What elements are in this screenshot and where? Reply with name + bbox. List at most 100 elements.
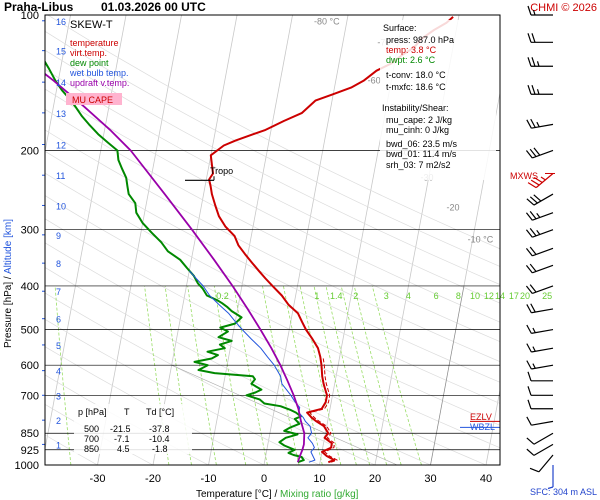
wind-barb-feather xyxy=(536,61,540,67)
mixing-ratio-label: 8 xyxy=(456,291,461,301)
wind-barb xyxy=(526,118,554,129)
wind-barb-feather xyxy=(529,246,537,255)
mixing-ratio-label: 1.4 xyxy=(330,291,343,301)
series-temperature-line xyxy=(208,16,454,464)
isotherm-line xyxy=(208,15,293,465)
table-header-t: T xyxy=(124,407,130,417)
altitude-tick-label: 2 xyxy=(56,416,61,426)
wind-barb-feather xyxy=(529,284,537,293)
wind-barb-feather xyxy=(527,386,532,396)
wind-barb xyxy=(527,57,553,67)
wind-barb xyxy=(527,371,553,382)
wbzl-label: WBZL xyxy=(470,422,495,432)
isotherm-label: -60 xyxy=(368,76,381,86)
wind-barb xyxy=(525,246,554,257)
wind-barb-feather xyxy=(536,121,540,128)
instability-mucape: mu_cape: 2 J/kg xyxy=(386,115,452,125)
surface-info: Surface: press: 987.0 hPa temp: 3.8 °C d… xyxy=(380,20,496,180)
legend-item-wet-bulb: wet bulb temp. xyxy=(69,68,129,78)
wind-barb-feather xyxy=(526,198,535,206)
y-axis-title-pressure: Pressure [hPa] xyxy=(3,282,14,348)
altitude-tick-label: 9 xyxy=(56,231,61,241)
wind-barb-feather xyxy=(530,179,540,186)
dry-adiabat-line xyxy=(45,49,500,285)
dry-adiabat-line xyxy=(45,68,500,304)
temperature-tick-label: -20 xyxy=(145,473,161,485)
x-axis-title-temperature: Temperature [°C] xyxy=(196,489,272,500)
surface-temp: temp: 3.8 °C xyxy=(386,45,437,55)
wind-barb-feather xyxy=(532,346,536,352)
wind-barb-feather xyxy=(536,89,540,95)
table-header-td: Td [°C] xyxy=(146,407,174,417)
wind-barb xyxy=(527,33,553,43)
wind-barb xyxy=(526,416,554,426)
wind-barb-feather xyxy=(526,416,532,426)
pressure-tick-label: 100 xyxy=(21,10,39,22)
mixing-ratio-label: 17 xyxy=(509,291,519,301)
isotherm-label: -80 °C xyxy=(314,17,340,27)
wind-barb xyxy=(526,324,554,334)
altitude-tick-label: 12 xyxy=(56,141,66,151)
altitude-tick-label: 14 xyxy=(56,78,66,88)
y-axis-title: Pressure [hPa] / Altitude [km] xyxy=(3,219,14,348)
wind-barb-feather xyxy=(526,360,532,370)
instability-bwd06: bwd_06: 23.5 m/s xyxy=(386,139,458,149)
pressure-tick-label: 600 xyxy=(21,360,39,372)
wind-barb-feather xyxy=(527,5,532,16)
wind-barb xyxy=(525,263,554,274)
altitude-tick-label: 6 xyxy=(56,315,61,325)
wind-barbs xyxy=(525,5,554,490)
wind-barb-shaft xyxy=(533,432,554,445)
wind-barb-feather xyxy=(527,371,532,382)
wind-barb-feather xyxy=(529,228,537,237)
table-row-850-p: 850 xyxy=(84,444,99,454)
pressure-tick-label: 1000 xyxy=(15,460,39,472)
wind-barb-feather xyxy=(532,363,536,369)
isotherm-line xyxy=(152,15,238,465)
wind-barb-feather xyxy=(530,303,536,313)
altitude-tick-label: 3 xyxy=(56,391,61,401)
table-row-500-t: -21.5 xyxy=(110,424,131,434)
wind-barb-feather xyxy=(533,147,541,156)
dry-adiabat-line xyxy=(45,30,500,267)
surface-title: Surface: xyxy=(383,23,417,33)
wind-barb xyxy=(525,147,554,159)
legend-item-dew-point: dew point xyxy=(70,58,109,68)
temperature-tick-label: 30 xyxy=(424,473,436,485)
wind-barb-feather xyxy=(525,212,533,221)
table-row-850-t: 4.5 xyxy=(117,444,130,454)
wind-barb-feather xyxy=(532,9,536,16)
instability-title: Instability/Shear: xyxy=(382,103,449,113)
wind-barb-feather xyxy=(525,265,533,274)
reference-diagonal xyxy=(430,285,465,465)
mixing-ratio-label: 3 xyxy=(384,291,389,301)
wind-barb xyxy=(529,454,554,473)
wind-barb-feather xyxy=(526,448,535,456)
wind-barb-feather xyxy=(529,263,537,272)
mucape-highlight xyxy=(66,93,122,105)
wind-barb xyxy=(525,228,554,238)
table-row-700-td: -10.4 xyxy=(149,434,170,444)
mxws-label: MXWS xyxy=(510,171,538,181)
dry-adiabat-line xyxy=(45,129,500,363)
pressure-tick-label: 300 xyxy=(21,225,39,237)
wind-barb xyxy=(526,303,554,314)
series-dew-point-line xyxy=(45,60,305,464)
temperature-tick-label: 0 xyxy=(261,473,267,485)
wind-barb-feather xyxy=(532,327,536,333)
wind-barb-feather xyxy=(527,85,532,95)
isotherm-line xyxy=(97,15,182,465)
y-axis-title-separator: / xyxy=(3,274,14,282)
surface-tmxfc: t-mxfc: 18.6 °C xyxy=(386,82,446,92)
credit-label: CHMI © 2026 xyxy=(530,2,597,14)
x-axis-title-separator: / xyxy=(272,489,280,500)
wind-barb xyxy=(527,399,553,410)
altitude-tick-label: 1 xyxy=(56,440,61,450)
temperature-tick-label: -30 xyxy=(90,473,106,485)
surface-press: press: 987.0 hPa xyxy=(386,35,454,45)
wind-barb-feather xyxy=(529,148,537,157)
legend-title: SKEW-T xyxy=(70,19,113,31)
wind-barb-feather xyxy=(525,248,533,257)
table-row-700-p: 700 xyxy=(84,434,99,444)
